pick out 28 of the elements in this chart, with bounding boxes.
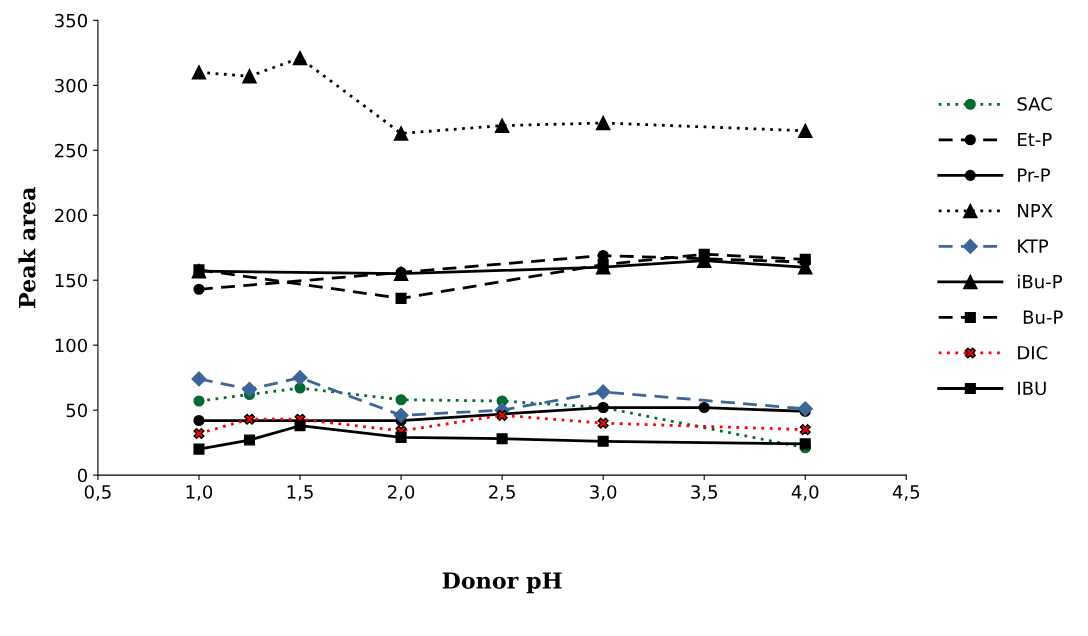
y-tick-label: 350 (55, 13, 87, 28)
y-tick-label: 300 (55, 78, 87, 93)
y-tick-label: 150 (55, 273, 87, 288)
y-tick-label: 200 (55, 208, 87, 223)
legend-label: IBU (1018, 381, 1046, 396)
legend-label: iBu-P (1018, 274, 1062, 289)
x-tick-label: 2,0 (388, 485, 415, 501)
x-tick-label: 3,5 (691, 485, 717, 501)
x-tick-label: 4,5 (892, 485, 920, 501)
x-tick-label: 3,0 (590, 485, 617, 501)
legend-label: DIC (1018, 345, 1048, 360)
x-tick-label: 0,5 (84, 485, 111, 501)
y-axis-title: Peak area (18, 187, 36, 308)
y-tick-label: 100 (55, 338, 87, 353)
x-tick-label: 1,5 (287, 485, 313, 501)
y-tick-label: 50 (66, 403, 87, 418)
y-tick-label: 250 (55, 143, 87, 158)
legend-label: Pr-P (1018, 168, 1050, 182)
legend-label: SAC (1017, 97, 1052, 111)
legend-label: Et-P (1018, 132, 1052, 147)
x-tick-label: 2,5 (489, 485, 515, 501)
y-tick-label: 0 (77, 468, 87, 483)
legend-label: NPX (1018, 204, 1053, 218)
legend-label: KTP (1018, 239, 1049, 253)
legend-label: Bu-P (1023, 310, 1063, 325)
x-tick-label: 1,0 (186, 485, 213, 501)
x-axis-title: Donor pH (442, 572, 562, 594)
x-tick-label: 4,0 (791, 485, 819, 501)
